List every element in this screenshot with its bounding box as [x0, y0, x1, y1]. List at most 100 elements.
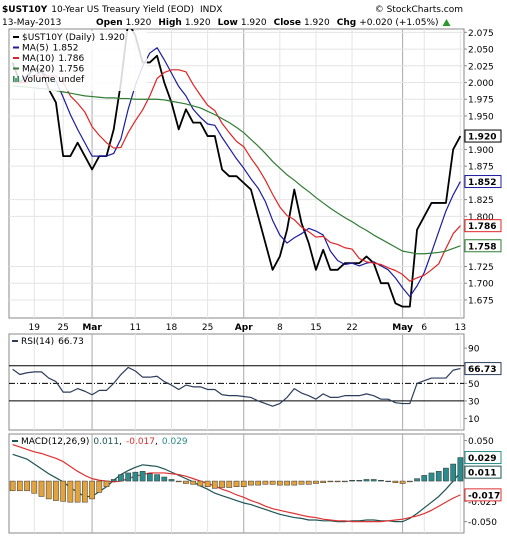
legend-value: -0.017 — [126, 437, 155, 447]
legend-entry: Volume undef — [22, 75, 85, 85]
histogram-bar — [168, 479, 175, 482]
legend-name: MACD(12,26,9) — [21, 437, 89, 447]
legend-swatch — [17, 76, 19, 82]
histogram-bar — [269, 480, 276, 485]
histogram-bar — [125, 472, 132, 482]
legend-separator: , — [119, 437, 122, 447]
series-line — [12, 69, 461, 282]
y-tick-label: 1.975 — [468, 96, 494, 106]
plot-area — [12, 366, 461, 407]
chart-subtitle: 10-Year US Treasury Yield (EOD) — [51, 5, 194, 15]
legend-value: 0.011 — [93, 437, 119, 447]
histogram-bar — [421, 475, 428, 482]
histogram-bar — [204, 480, 211, 487]
histogram-bar — [363, 479, 370, 482]
series-line — [12, 366, 461, 407]
histogram-bar — [385, 480, 392, 482]
histogram-bar — [118, 474, 124, 482]
legend-separator: , — [155, 437, 158, 447]
histogram-bar — [24, 480, 30, 492]
histogram-bar — [233, 480, 240, 487]
x-tick-label: 19 — [29, 323, 41, 333]
value-tag — [464, 219, 502, 233]
y-tick-label: 1.825 — [468, 196, 494, 206]
legend-swatch — [15, 78, 17, 82]
histogram-bar — [313, 480, 319, 484]
legend-value: 66.73 — [58, 337, 84, 347]
y-tick-label: 1.675 — [468, 296, 494, 306]
histogram-bar — [197, 480, 204, 487]
legend-value: 1.852 — [53, 44, 79, 54]
histogram-bar — [327, 480, 334, 483]
histogram-bar — [443, 467, 449, 482]
legend-swatch — [13, 76, 15, 82]
value-tag-label: 1.852 — [468, 178, 496, 188]
quote-value: 1.920 — [126, 18, 152, 28]
histogram-bar — [96, 480, 103, 493]
x-tick-label: 18 — [166, 323, 178, 333]
x-tick-label: May — [392, 323, 413, 333]
y-tick-label: 0.050 — [468, 437, 494, 447]
value-tag — [464, 362, 502, 376]
histogram-bar — [183, 480, 189, 484]
histogram-bar — [38, 480, 45, 497]
quote-label: Low — [218, 18, 238, 28]
histogram-bar — [450, 463, 457, 482]
y-tick-label: 2.050 — [468, 46, 494, 56]
histogram-bar — [211, 480, 218, 489]
value-tag-label: 1.758 — [468, 242, 496, 252]
histogram-bar — [262, 480, 269, 485]
y-tick-label: 1.700 — [468, 280, 494, 290]
value-tag-label: 0.011 — [468, 469, 496, 479]
histogram-bar — [60, 480, 67, 502]
histogram-bar — [175, 480, 182, 483]
value-tag-label: 0.029 — [468, 454, 496, 464]
histogram-bar — [81, 480, 88, 503]
legend-entry: MA(5) 1.852 — [22, 44, 78, 54]
series-line — [12, 85, 461, 255]
x-tick-label: 8 — [277, 323, 283, 333]
value-tag-label: 1.786 — [468, 222, 496, 232]
legend-value: 1.920 — [99, 33, 125, 43]
value-tag — [464, 175, 502, 189]
legend-entry: MACD(12,26,9) 0.011, -0.017, 0.029 — [21, 437, 188, 447]
legend-value: 1.786 — [58, 54, 84, 64]
histogram-bar — [298, 480, 305, 485]
x-tick-label: Mar — [82, 323, 102, 333]
y-tick-label: 2.025 — [468, 62, 494, 72]
quote-value: 1.920 — [241, 18, 267, 28]
legend-name: MA(20) — [22, 65, 54, 75]
y-tick-label: -0.025 — [468, 498, 497, 508]
y-tick-label: 2.075 — [468, 29, 494, 39]
histogram-bar — [31, 480, 38, 494]
value-tag-label: -0.017 — [468, 491, 500, 501]
x-tick-label: 15 — [310, 323, 321, 333]
histogram-bar — [428, 472, 435, 482]
exchange: INDX — [200, 5, 222, 15]
histogram-bar — [132, 471, 139, 482]
histogram-bar — [399, 480, 406, 484]
x-tick-label: 25 — [57, 323, 68, 333]
y-tick-label: 30 — [468, 397, 480, 407]
histogram-bar — [161, 476, 168, 482]
histogram-bar — [255, 480, 262, 486]
histogram-bar — [226, 480, 233, 488]
histogram-bar — [349, 480, 355, 482]
histogram-bar — [219, 480, 225, 488]
quote-label: High — [158, 18, 181, 28]
series-line — [12, 443, 461, 523]
legend-name: $UST10Y (Daily) — [22, 33, 95, 43]
x-tick-label: 13 — [455, 323, 466, 333]
value-tag — [464, 129, 502, 143]
legend-entry: $UST10Y (Daily) 1.920 — [22, 33, 125, 43]
y-tick-label: 1.800 — [468, 213, 494, 223]
plot-area — [11, 29, 462, 308]
y-tick-label: 1.950 — [468, 112, 494, 122]
y-tick-label: 10 — [468, 415, 480, 425]
x-tick-label: 22 — [346, 323, 357, 333]
value-tag-label: 1.920 — [468, 133, 496, 143]
y-tick-label: 90 — [468, 345, 480, 355]
legend-entry: MA(10) 1.786 — [22, 54, 84, 64]
legend-entry: RSI(14) 66.73 — [21, 337, 84, 347]
